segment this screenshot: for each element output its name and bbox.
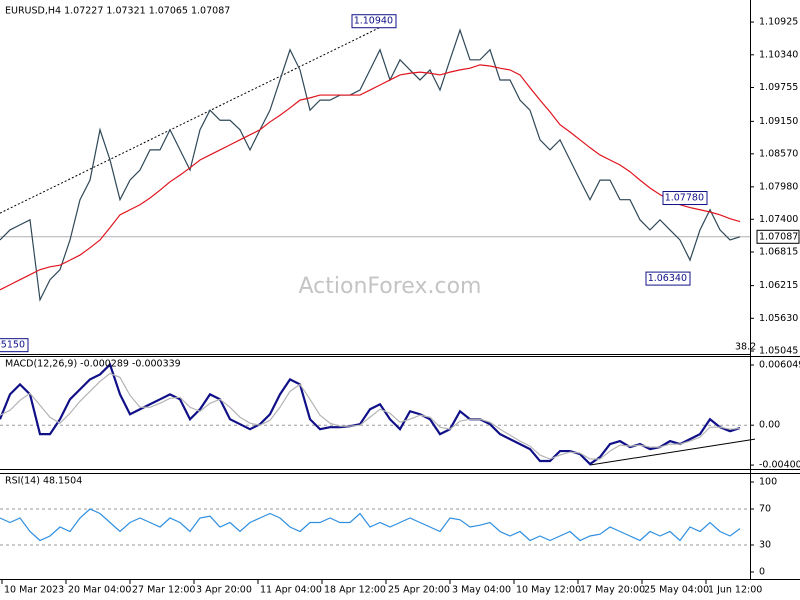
annotation-label: 1.06340 <box>648 273 687 284</box>
y-tick-label: 0.00 <box>759 420 780 431</box>
y-tick-label: 0.006049 <box>759 359 800 370</box>
x-tick-label: 3 Apr 20:00 <box>196 585 252 596</box>
trendline <box>0 19 396 214</box>
y-tick-label: 1.09755 <box>759 82 798 93</box>
annotation-label: 1.10940 <box>354 16 393 27</box>
annotation-label: 1.07780 <box>665 193 704 204</box>
y-tick-label: 1.06215 <box>759 280 798 291</box>
x-tick-label: 10 Mar 2023 <box>4 585 64 596</box>
y-tick-label: 30 <box>759 539 771 550</box>
panel-title: EURUSD,H4 1.07227 1.07321 1.07065 1.0708… <box>5 6 230 17</box>
panel-title: RSI(14) 48.1504 <box>5 476 82 487</box>
series-line <box>0 362 741 466</box>
x-tick-label: 11 Apr 04:00 <box>260 585 322 596</box>
y-tick-label: 1.06815 <box>759 247 798 258</box>
y-tick-label: 1.07400 <box>759 214 798 225</box>
last-price-box <box>756 229 800 244</box>
x-tick-label: 17 May 20:00 <box>580 585 645 596</box>
annotation-box <box>645 271 691 286</box>
series-line <box>0 64 741 291</box>
y-tick-label: 0 <box>759 566 765 577</box>
x-tick-label: 18 Apr 12:00 <box>324 585 386 596</box>
y-tick-label: 70 <box>759 504 771 515</box>
y-tick-label: -0.004005 <box>759 460 800 471</box>
x-tick-label: 3 May 04:00 <box>452 585 511 596</box>
series-line <box>0 508 741 542</box>
x-tick-label: 10 May 12:00 <box>516 585 581 596</box>
annotation-box <box>662 191 708 206</box>
y-tick-label: 100 <box>759 477 777 488</box>
y-tick-label: 1.08570 <box>759 148 798 159</box>
trendline <box>589 438 756 466</box>
annotation-box <box>0 338 29 353</box>
y-tick-label: 1.10340 <box>759 49 798 60</box>
watermark: ActionForex.com <box>299 274 482 299</box>
y-tick-label: 1.10925 <box>759 17 798 28</box>
y-tick-label: 1.05630 <box>759 313 798 324</box>
last-price-label: 1.07087 <box>759 231 798 242</box>
y-tick-label: 1.09150 <box>759 116 798 127</box>
x-tick-label: 27 Mar 12:00 <box>132 585 195 596</box>
y-tick-label: 1.07980 <box>759 181 798 192</box>
annotation-box <box>351 14 397 29</box>
series-line <box>0 28 741 302</box>
x-tick-label: 20 Mar 04:00 <box>68 585 131 596</box>
fib-label: 38.2 <box>735 342 756 353</box>
x-tick-label: 1 Jun 12:00 <box>708 585 762 596</box>
panel-title: MACD(12,26,9) -0.000289 -0.000339 <box>5 359 181 370</box>
series-line <box>0 372 741 460</box>
y-tick-label: 1.05045 <box>759 346 798 357</box>
x-tick-label: 25 May 04:00 <box>644 585 709 596</box>
x-tick-label: 25 Apr 20:00 <box>388 585 450 596</box>
